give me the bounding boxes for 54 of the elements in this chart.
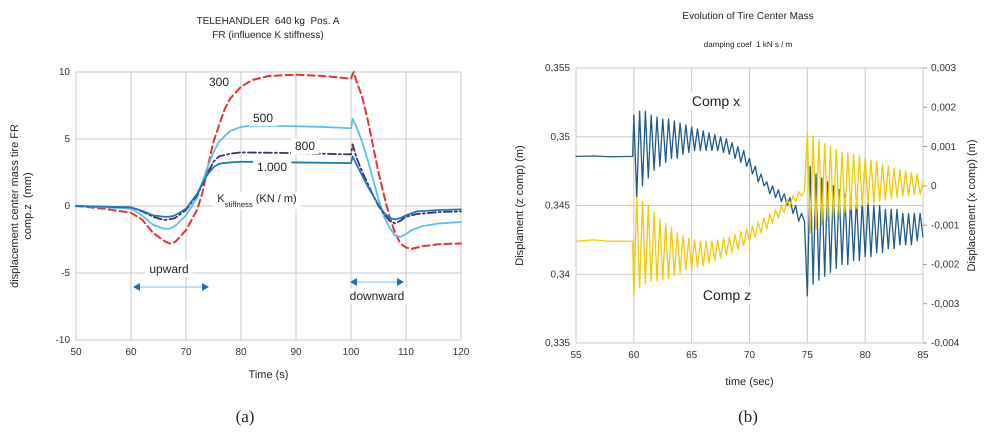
series-label: 1.000 (256, 160, 288, 174)
y-tick-label: -10 (56, 335, 70, 346)
annotation: downward (350, 289, 404, 303)
x-tick-label: 75 (802, 350, 814, 362)
x-tick-label: 90 (290, 347, 302, 358)
chart-title: TELEHANDLER 640 kg Pos. A (196, 16, 340, 27)
y-axis-title: displacement center mass tire FR comp.z (mm) (9, 124, 34, 288)
text: (b) (738, 407, 758, 426)
annotation: K$_{stiffness}$ (KN / m) (217, 193, 297, 208)
y2-axis-title: Displacement (x comp) (m) (966, 139, 978, 272)
x-tick-label: 60 (125, 347, 137, 358)
y-tick-label: -5 (61, 268, 70, 280)
line-series (75, 156, 462, 220)
y2-tick-label: -0,001 (931, 220, 960, 232)
y-tick-label: 0 (64, 201, 70, 212)
x-axis-title: Time (s) (248, 369, 288, 381)
y-axis-title: Displament (z comp) (m) (514, 145, 526, 266)
y2-tick-label: 0,001 (931, 142, 956, 153)
x-tick-label: 120 (452, 347, 470, 358)
y-tick-label: 10 (58, 67, 70, 78)
x-tick-label: 80 (235, 347, 247, 358)
y2-tick-label: -0,003 (931, 298, 960, 310)
annotation: upward (149, 262, 189, 276)
x-axis-title: time (sec) (725, 376, 774, 388)
x-tick-label: 70 (180, 347, 192, 358)
text: (a) (236, 407, 254, 426)
y-tick-label: 5 (64, 134, 70, 146)
series-label: Comp z (702, 287, 752, 303)
series-label: 800 (294, 139, 316, 153)
x-tick-label: 55 (570, 350, 582, 362)
y-tick-label: 0,34 (550, 269, 570, 280)
y-tick-label: 0,335 (544, 338, 570, 350)
y-tick-label: 0,345 (544, 200, 570, 212)
y-tick-label: 0,355 (544, 63, 570, 74)
chart-title: Evolution of Tire Center Mass (682, 11, 814, 22)
x-tick-label: 85 (917, 350, 929, 362)
y2-tick-label: -0,002 (931, 260, 960, 271)
y2-tick-label: -0,004 (931, 338, 960, 350)
x-tick-label: 60 (628, 350, 640, 362)
x-tick-label: 70 (744, 350, 756, 362)
y2-tick-label: 0 (931, 181, 937, 192)
x-tick-label: 65 (686, 350, 698, 362)
x-tick-label: 110 (398, 347, 414, 358)
x-tick-label: 80 (860, 350, 872, 362)
series-label: 500 (252, 111, 274, 125)
y2-tick-label: 0,002 (931, 102, 956, 114)
chart-subtitle: damping coef 1 kN s / m (704, 40, 793, 49)
series-label: 300 (208, 75, 230, 89)
y-tick-label: 0,35 (550, 132, 570, 143)
y2-tick-label: 0,003 (931, 63, 956, 74)
chart-subtitle: FR (influence K stiffness) (212, 30, 324, 41)
x-tick-label: 100 (342, 347, 360, 358)
x-tick-label: 50 (70, 347, 82, 358)
series-label: Comp x (692, 93, 740, 109)
